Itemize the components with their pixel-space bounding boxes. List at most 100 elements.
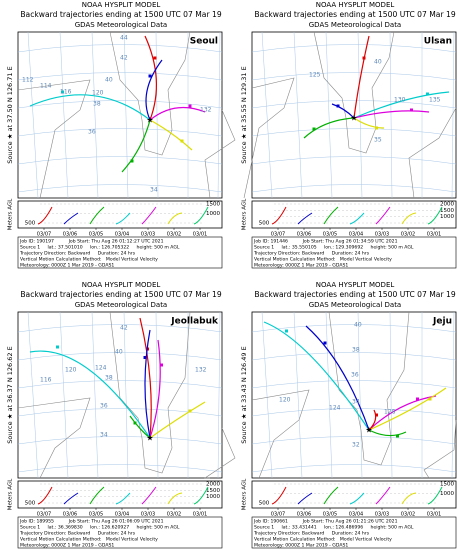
map-grid-label: 35 xyxy=(374,137,382,144)
trajectory xyxy=(149,119,193,151)
graticule xyxy=(251,380,457,389)
info-frame xyxy=(17,516,223,549)
graticule xyxy=(91,31,99,199)
graticule xyxy=(17,72,223,81)
graticule xyxy=(17,128,223,137)
graticule xyxy=(451,31,455,199)
coastline xyxy=(17,397,91,479)
info-line: Source 1 lat.: 37.501010 lon.: 126.70532… xyxy=(20,245,180,251)
date-label: 03/02 xyxy=(167,512,181,518)
date-label: 03/07 xyxy=(37,512,51,518)
map-grid-label: 38 xyxy=(93,101,101,108)
title-line: Backward trajectories ending at 1500 UTC… xyxy=(254,290,455,299)
height-trace xyxy=(115,212,131,225)
info-line: Trajectory Direction: Backward Duration:… xyxy=(253,531,370,537)
trajectory-marker xyxy=(375,126,378,130)
info-line: Meteorology: 0000Z 1 Mar 2019 - GDAS1 xyxy=(20,263,114,269)
height-trace xyxy=(115,492,131,505)
title-line: GDAS Meteorological Data xyxy=(309,21,401,29)
info-line: Job ID: 189955 Job Start: Thu Aug 26 01:… xyxy=(19,519,164,525)
trajectory xyxy=(303,117,355,139)
info-line: Vertical Motion Calculation Method: Mode… xyxy=(254,257,392,263)
graticule xyxy=(293,311,303,479)
source-star: ★ xyxy=(350,114,357,123)
graticule xyxy=(27,311,39,479)
info-line: Job ID: 190197 Job Start: Thu Aug 26 01:… xyxy=(19,239,164,245)
map-frame xyxy=(17,311,223,479)
y-tick-label: 500 xyxy=(259,501,270,507)
trajectory xyxy=(144,35,157,121)
graticule xyxy=(217,31,221,199)
title-line: Backward trajectories ending at 1500 UTC… xyxy=(254,10,455,19)
date-label: 03/02 xyxy=(401,232,415,238)
graticule xyxy=(17,352,223,361)
title-line: GDAS Meteorological Data xyxy=(75,301,167,309)
coastline xyxy=(408,107,457,199)
height-trace xyxy=(349,212,365,225)
height-trace xyxy=(323,206,339,225)
coastline xyxy=(109,311,191,474)
trajectory-marker xyxy=(160,363,163,367)
y-tick-label: 1500 xyxy=(440,482,454,488)
map-grid-label: 40 xyxy=(374,59,382,66)
title-line: NOAA HYSPLIT MODEL xyxy=(316,281,395,289)
trajectory xyxy=(149,339,161,439)
graticule xyxy=(325,31,333,199)
date-label: 03/03 xyxy=(375,232,389,238)
date-label: 03/05 xyxy=(323,512,337,518)
info-line: Job ID: 191446 Job Start: Thu Aug 26 01:… xyxy=(253,239,398,245)
graticule xyxy=(451,311,455,479)
height-trace xyxy=(427,206,443,225)
height-trace xyxy=(141,486,157,505)
date-label: 03/04 xyxy=(349,512,363,518)
date-label: 03/04 xyxy=(115,232,129,238)
height-frame xyxy=(251,200,457,229)
trajectory xyxy=(29,350,151,439)
graticule xyxy=(251,100,457,109)
date-label: 03/02 xyxy=(401,512,415,518)
y-tick-label: 500 xyxy=(25,221,36,227)
height-trace xyxy=(63,492,79,505)
graticule xyxy=(251,436,457,445)
trajectory-marker xyxy=(130,159,134,163)
trajectory-marker xyxy=(180,139,184,143)
graticule xyxy=(251,464,457,473)
trajectory-marker xyxy=(312,127,316,131)
date-label: 03/03 xyxy=(141,232,155,238)
graticule xyxy=(251,44,457,53)
date-label: 03/04 xyxy=(115,512,129,518)
location-label: Ulsan xyxy=(424,37,452,47)
trajectory xyxy=(368,395,437,431)
trajectory-marker xyxy=(410,108,413,112)
date-label: 03/01 xyxy=(193,512,207,518)
trajectory-marker xyxy=(375,413,378,417)
trajectory xyxy=(149,401,206,439)
map-grid-label: 116 xyxy=(40,377,52,384)
source-star: ★ xyxy=(365,426,372,435)
y-tick-label: 1500 xyxy=(206,202,220,208)
date-label: 03/03 xyxy=(141,512,155,518)
trajectory xyxy=(368,387,447,431)
coastline xyxy=(109,31,191,156)
coastline xyxy=(204,109,236,199)
map-grid-label: 32 xyxy=(352,442,360,449)
y-axis-label: Meters AGL xyxy=(8,478,14,510)
map-grid-label: 124 xyxy=(95,365,107,372)
graticule xyxy=(123,31,129,199)
graticule xyxy=(261,31,273,199)
trajectory xyxy=(144,329,151,439)
date-label: 03/07 xyxy=(271,232,285,238)
map-grid-label: 128 xyxy=(384,409,396,416)
trajectory-marker xyxy=(61,90,64,94)
trajectory-marker xyxy=(323,341,327,345)
info-line: Vertical Motion Calculation Method: Mode… xyxy=(20,537,158,543)
date-label: 03/06 xyxy=(63,232,77,238)
trajectory xyxy=(129,415,151,439)
source-star: ★ xyxy=(146,116,153,125)
graticule xyxy=(59,311,69,479)
graticule xyxy=(251,352,457,361)
map-grid-label: 120 xyxy=(65,367,77,374)
trajectory-marker xyxy=(396,434,399,438)
graticule xyxy=(357,311,363,479)
